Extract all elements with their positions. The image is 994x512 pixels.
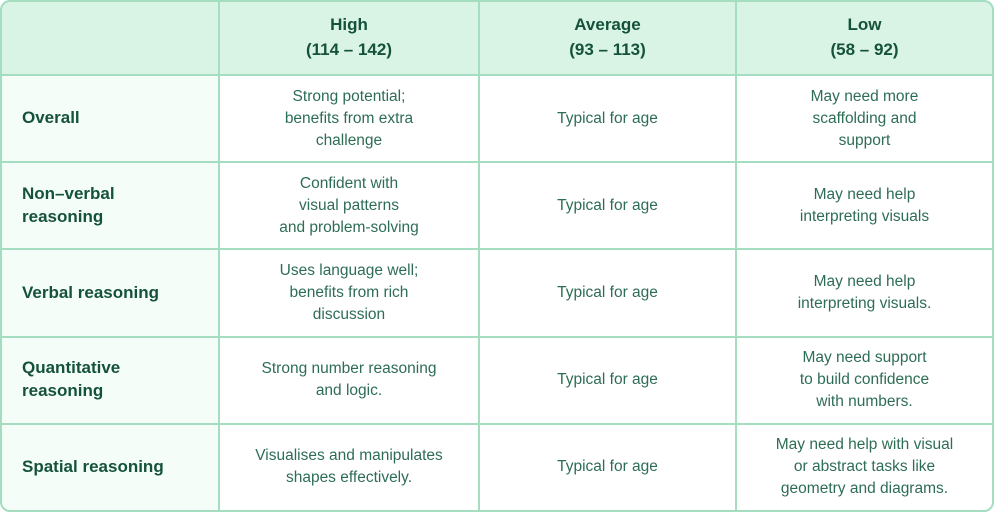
cell-quantitative-low: May need support to build confidence wit…: [737, 337, 992, 423]
header-cell-high: High (114 – 142): [220, 2, 478, 74]
cell-nonverbal-low: May need help interpreting visuals: [737, 163, 992, 249]
row-label-overall: Overall: [2, 76, 218, 162]
cell-nonverbal-high: Confident with visual patterns and probl…: [220, 163, 478, 249]
row-label-verbal-reasoning: Verbal reasoning: [2, 250, 218, 336]
cell-overall-low: May need more scaffolding and support: [737, 76, 992, 162]
row-label-nonverbal-reasoning: Non–verbal reasoning: [2, 163, 218, 249]
cell-quantitative-average: Typical for age: [480, 337, 735, 423]
cell-verbal-average: Typical for age: [480, 250, 735, 336]
header-cell-average: Average (93 – 113): [480, 2, 735, 74]
header-cell-corner: [2, 2, 218, 74]
header-cell-low: Low (58 – 92): [737, 2, 992, 74]
cell-spatial-average: Typical for age: [480, 424, 735, 510]
cell-quantitative-high: Strong number reasoning and logic.: [220, 337, 478, 423]
row-label-quantitative-reasoning: Quantitative reasoning: [2, 337, 218, 423]
row-label-spatial-reasoning: Spatial reasoning: [2, 424, 218, 510]
cell-overall-high: Strong potential; benefits from extra ch…: [220, 76, 478, 162]
cell-verbal-high: Uses language well; benefits from rich d…: [220, 250, 478, 336]
cell-nonverbal-average: Typical for age: [480, 163, 735, 249]
cell-spatial-high: Visualises and manipulates shapes effect…: [220, 424, 478, 510]
cell-verbal-low: May need help interpreting visuals.: [737, 250, 992, 336]
cell-spatial-low: May need help with visual or abstract ta…: [737, 424, 992, 510]
cell-overall-average: Typical for age: [480, 76, 735, 162]
